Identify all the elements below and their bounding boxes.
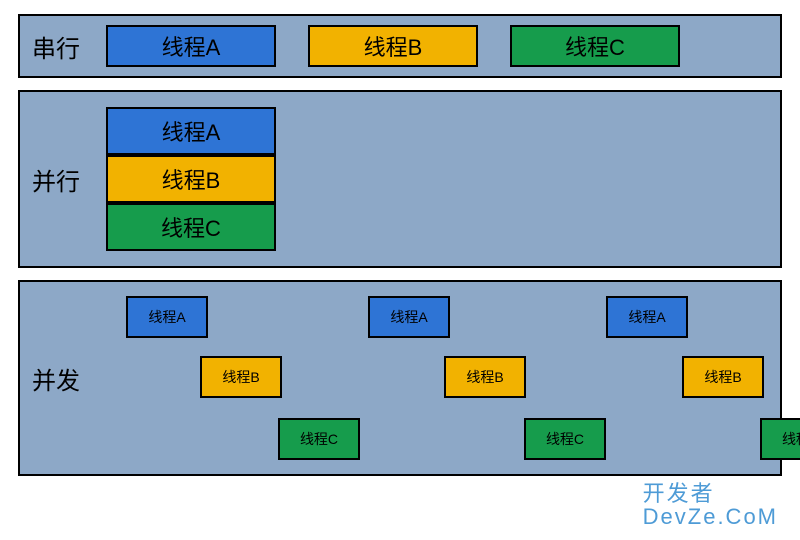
serial-thread-a: 线程A (106, 25, 276, 67)
panel-serial: 串行 线程A 线程B 线程C (18, 14, 782, 78)
concurrent-thread-1: 线程B (200, 356, 282, 398)
concurrent-thread-8: 线程C (760, 418, 800, 460)
serial-thread-c: 线程C (510, 25, 680, 67)
watermark: 开发者 DevZe.CoM (643, 482, 778, 528)
concurrent-thread-6: 线程A (606, 296, 688, 338)
serial-row: 线程A 线程B 线程C (106, 25, 680, 67)
concurrent-thread-5: 线程C (524, 418, 606, 460)
parallel-thread-c: 线程C (106, 203, 276, 251)
concurrent-thread-2: 线程C (278, 418, 360, 460)
panel-parallel: 并行 线程A 线程B 线程C (18, 90, 782, 268)
concurrent-thread-3: 线程A (368, 296, 450, 338)
panel-concurrent: 并发 线程A线程B线程C线程A线程B线程C线程A线程B线程C (18, 280, 782, 476)
concurrent-thread-4: 线程B (444, 356, 526, 398)
watermark-line1: 开发者 (643, 482, 778, 505)
parallel-stack: 线程A 线程B 线程C (106, 107, 276, 251)
concurrent-canvas: 线程A线程B线程C线程A线程B线程C线程A线程B线程C (106, 282, 780, 474)
watermark-line2: DevZe.CoM (643, 505, 778, 528)
concurrent-thread-0: 线程A (126, 296, 208, 338)
panel-parallel-title: 并行 (20, 162, 106, 197)
panel-concurrent-title: 并发 (20, 361, 106, 396)
serial-thread-b: 线程B (308, 25, 478, 67)
parallel-thread-b: 线程B (106, 155, 276, 203)
parallel-thread-a: 线程A (106, 107, 276, 155)
panel-serial-title: 串行 (20, 29, 106, 64)
concurrent-thread-7: 线程B (682, 356, 764, 398)
